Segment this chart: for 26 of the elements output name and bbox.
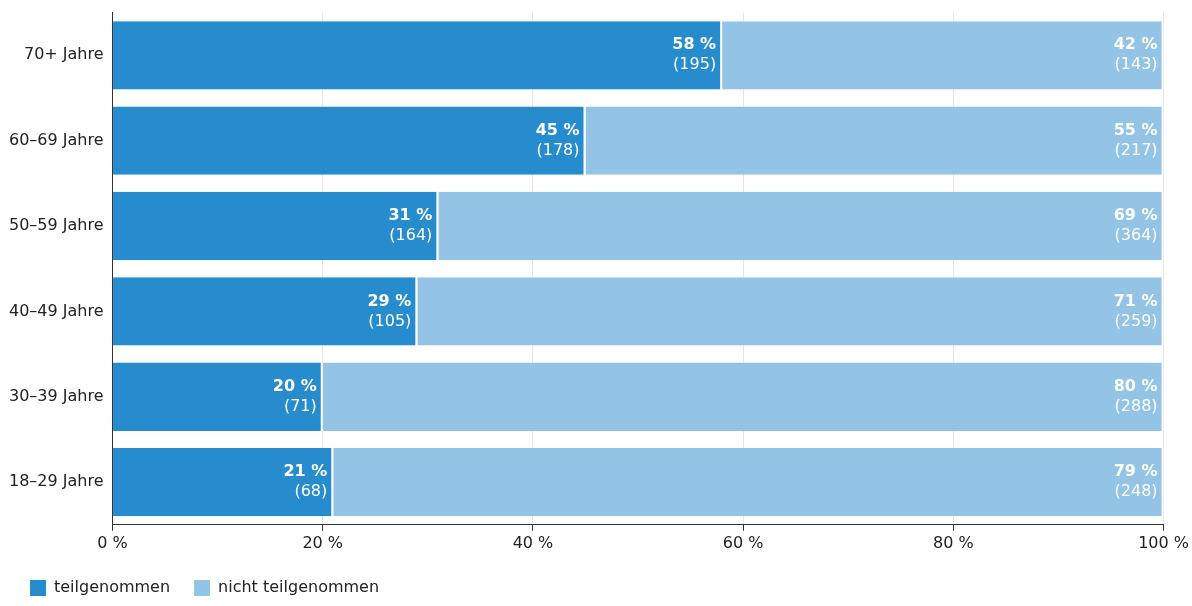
data-label: 42 % (143) <box>1113 34 1158 74</box>
legend-label: nicht teilgenommen <box>218 577 380 597</box>
data-label: 55 % (217) <box>1113 119 1158 159</box>
data-label: 21 % (68) <box>283 461 328 501</box>
x-tick-label: 0 % <box>97 532 128 552</box>
legend-label: teilgenommen <box>54 577 171 597</box>
data-label: 45 % (178) <box>535 119 580 159</box>
data-label: 71 % (259) <box>1113 290 1158 330</box>
data-label: 29 % (105) <box>367 290 412 330</box>
y-tick-label: 40–49 Jahre <box>8 300 104 320</box>
data-label: 58 % (195) <box>672 34 717 74</box>
data-label: 31 % (164) <box>388 205 433 245</box>
y-tick-label: 50–59 Jahre <box>8 215 104 235</box>
x-tick-label: 20 % <box>302 532 344 552</box>
y-tick-label: 30–39 Jahre <box>8 385 104 405</box>
x-tick-label: 60 % <box>722 532 764 552</box>
data-label: 79 % (248) <box>1113 461 1158 501</box>
x-tick-label: 80 % <box>933 532 974 552</box>
data-label: 69 % (364) <box>1113 205 1158 245</box>
x-tick-label: 100 % <box>1138 532 1189 552</box>
y-tick-label: 18–29 Jahre <box>8 471 104 491</box>
y-tick-label: 70+ Jahre <box>23 44 104 64</box>
x-tick-label: 40 % <box>512 532 554 552</box>
y-tick-label: 60–69 Jahre <box>8 129 104 149</box>
data-label: 80 % (288) <box>1113 375 1158 415</box>
data-label: 20 % (71) <box>272 375 317 415</box>
